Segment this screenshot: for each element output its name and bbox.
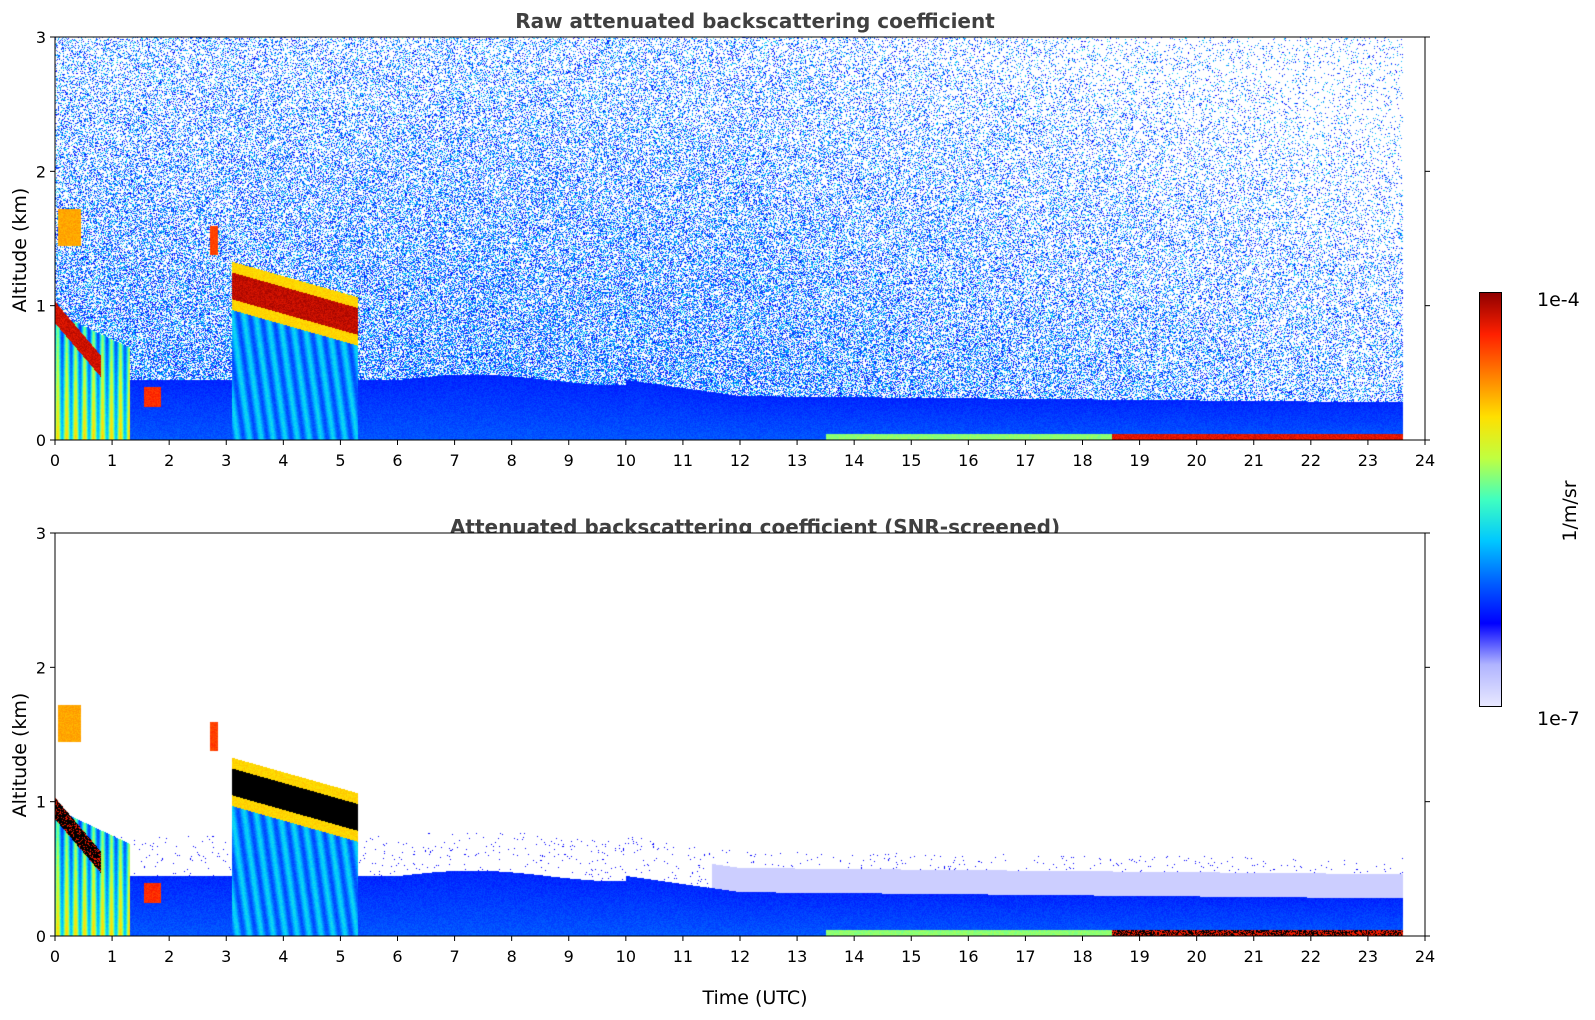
bottom-x-tick-label: 11 <box>673 947 693 966</box>
top-x-tick-label: 5 <box>335 451 345 470</box>
bottom-x-tick-label: 7 <box>449 947 459 966</box>
bottom-x-tick-label: 20 <box>1186 947 1206 966</box>
bottom-x-tick-label: 13 <box>787 947 807 966</box>
bottom-x-tick-label: 6 <box>392 947 402 966</box>
bottom-x-tick-label: 22 <box>1301 947 1321 966</box>
bottom-plot-frame <box>54 532 1426 937</box>
top-x-tick-label: 14 <box>844 451 864 470</box>
top-x-tick-label: 2 <box>164 451 174 470</box>
top-x-tick-label: 24 <box>1415 451 1435 470</box>
top-x-tick-label: 19 <box>1129 451 1149 470</box>
bottom-x-tick-label: 23 <box>1358 947 1378 966</box>
bottom-x-tick-label: 5 <box>335 947 345 966</box>
top-y-tick-label: 1 <box>36 297 46 316</box>
bottom-x-tick-label: 2 <box>164 947 174 966</box>
top-x-tick-label: 0 <box>50 451 60 470</box>
bottom-x-tick-label: 17 <box>1015 947 1035 966</box>
top-x-tick-label: 12 <box>730 451 750 470</box>
top-chart-title: Raw attenuated backscattering coefficien… <box>515 9 995 33</box>
bottom-x-tick-label: 12 <box>730 947 750 966</box>
top-x-tick-label: 7 <box>449 451 459 470</box>
bottom-x-tick-label: 16 <box>958 947 978 966</box>
bottom-y-tick-label: 3 <box>36 524 46 543</box>
bottom-heatmap <box>55 533 1425 936</box>
top-x-tick-label: 6 <box>392 451 402 470</box>
top-x-tick-label: 11 <box>673 451 693 470</box>
top-x-tick-label: 9 <box>564 451 574 470</box>
top-x-tick-label: 23 <box>1358 451 1378 470</box>
bottom-x-tick-label: 19 <box>1129 947 1149 966</box>
bottom-x-tick-label: 18 <box>1072 947 1092 966</box>
top-x-tick-label: 21 <box>1244 451 1264 470</box>
top-y-tick-label: 3 <box>36 28 46 47</box>
bottom-x-tick-label: 9 <box>564 947 574 966</box>
top-x-tick-label: 15 <box>901 451 921 470</box>
top-x-tick-label: 17 <box>1015 451 1035 470</box>
top-x-tick-label: 22 <box>1301 451 1321 470</box>
bottom-x-tick-label: 0 <box>50 947 60 966</box>
top-x-tick-label: 1 <box>107 451 117 470</box>
top-x-tick-label: 18 <box>1072 451 1092 470</box>
bottom-x-tick-label: 4 <box>278 947 288 966</box>
top-y-tick-label: 0 <box>36 431 46 450</box>
top-plot-frame <box>54 36 1426 441</box>
x-axis-label: Time (UTC) <box>702 987 808 1009</box>
bottom-x-tick-label: 14 <box>844 947 864 966</box>
top-x-tick-label: 10 <box>616 451 636 470</box>
colorbar-max-label: 1e-4 <box>1537 289 1580 311</box>
top-y-tick-label: 2 <box>36 162 46 181</box>
colorbar-min-label: 1e-7 <box>1537 708 1580 730</box>
top-x-tick-label: 20 <box>1186 451 1206 470</box>
top-x-tick-label: 3 <box>221 451 231 470</box>
bottom-y-tick-label: 0 <box>36 927 46 946</box>
top-heatmap <box>55 37 1425 440</box>
bottom-x-tick-label: 3 <box>221 947 231 966</box>
top-x-tick-label: 8 <box>507 451 517 470</box>
top-x-tick-label: 4 <box>278 451 288 470</box>
top-x-tick-label: 16 <box>958 451 978 470</box>
bottom-x-tick-label: 21 <box>1244 947 1264 966</box>
bottom-x-tick-label: 15 <box>901 947 921 966</box>
top-x-tick-label: 13 <box>787 451 807 470</box>
bottom-y-tick-label: 1 <box>36 793 46 812</box>
bottom-x-tick-label: 8 <box>507 947 517 966</box>
colorbar <box>1479 292 1502 707</box>
bottom-x-tick-label: 24 <box>1415 947 1435 966</box>
bottom-x-tick-label: 10 <box>616 947 636 966</box>
bottom-y-tick-label: 2 <box>36 658 46 677</box>
bottom-x-tick-label: 1 <box>107 947 117 966</box>
